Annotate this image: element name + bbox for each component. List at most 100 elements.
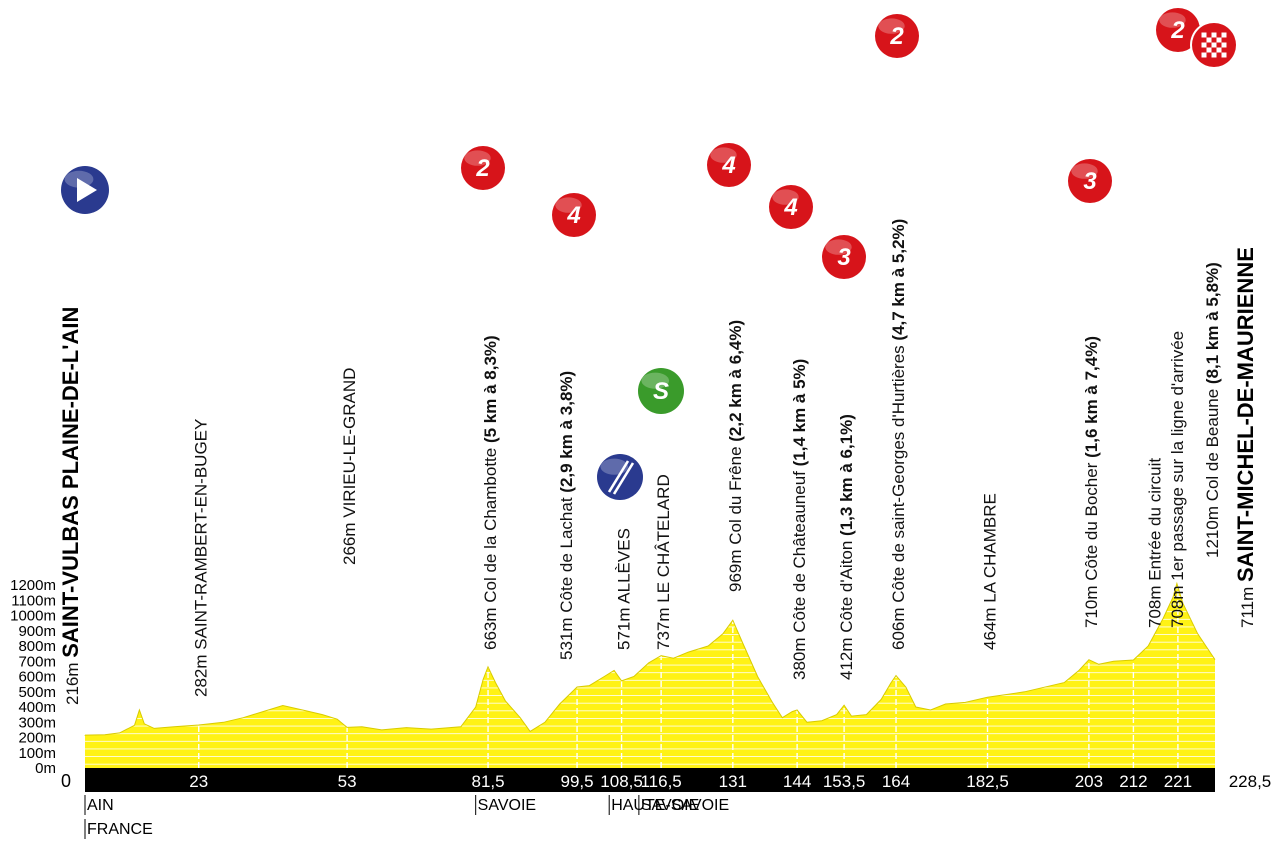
y-tick-label: 800m <box>18 638 56 655</box>
climb-category-badge: 4 <box>705 141 753 189</box>
y-tick-label: 200m <box>18 730 56 747</box>
badge-text: 3 <box>837 244 851 271</box>
point-name: 464m LA CHAMBRE <box>981 493 1000 650</box>
point-name: 1210m Col de Beaune <box>1203 384 1222 558</box>
point-label: 282m SAINT-RAMBERT-EN-BUGEY <box>192 419 211 697</box>
region-label: HAUTE-SAVOIE <box>611 797 729 814</box>
point-name: 380m Côte de Châteauneuf <box>790 466 809 680</box>
flag-square <box>1221 42 1227 48</box>
finish-flag-icon <box>1190 21 1238 69</box>
badge-text: 2 <box>889 23 904 50</box>
profile-outline <box>84 581 1216 736</box>
badge-shine <box>772 189 799 205</box>
y-tick-label: 500m <box>18 684 56 701</box>
badge-circle <box>461 146 505 190</box>
flag-square <box>1201 42 1207 48</box>
point-detail: (1,3 km à 6,1%) <box>837 414 856 536</box>
point-detail: (1,4 km à 5%) <box>790 359 809 467</box>
point-label: 710m Côte du Bocher (1,6 km à 7,4%) <box>1082 336 1101 628</box>
km-tick-label: 53 <box>338 772 357 791</box>
point-labels-layer: 216m SAINT-VULBAS PLAINE-DE-L'AIN 711m SA… <box>58 219 1258 705</box>
y-tick-label: 1000m <box>10 608 56 625</box>
point-name: 708m Entrée du circuit <box>1145 458 1164 628</box>
point-detail: (5 km à 8,3%) <box>481 335 500 443</box>
km-tick-label: 203 <box>1075 772 1103 791</box>
point-name: 663m Col de la Chambotte <box>481 443 500 650</box>
badge-circle <box>638 368 684 414</box>
km-tick-label: 23 <box>189 772 208 791</box>
km-bar <box>85 768 1215 792</box>
badge-circle <box>707 143 751 187</box>
flag-square <box>1211 32 1217 38</box>
flag-square <box>1221 52 1227 58</box>
start-name: SAINT-VULBAS PLAINE-DE-L'AIN <box>58 307 83 658</box>
point-name: 282m SAINT-RAMBERT-EN-BUGEY <box>192 419 211 697</box>
profile-area-layer <box>84 581 1216 768</box>
point-detail: (8,1 km à 5,8%) <box>1203 262 1222 384</box>
km-tick-label: 164 <box>882 772 910 791</box>
region-label: SAVOIE <box>641 797 699 814</box>
sprint-icon: S <box>636 366 686 416</box>
badges-layer: 2 4 4 4 3 2 3 2 S <box>59 6 1238 502</box>
feed-zone-icon <box>595 452 645 502</box>
point-detail: (2,9 km à 3,8%) <box>557 371 576 493</box>
badge-shine <box>825 239 852 255</box>
badge-text: 2 <box>475 155 490 182</box>
badge-circle <box>552 193 596 237</box>
point-name: 737m LE CHÂTELARD <box>654 474 673 650</box>
badge-circle <box>1068 159 1112 203</box>
point-name: 708m 1er passage sur la ligne d'arrivée <box>1168 331 1187 628</box>
point-label: 380m Côte de Châteauneuf (1,4 km à 5%) <box>790 359 809 680</box>
y-tick-label: 300m <box>18 714 56 731</box>
point-label: 708m 1er passage sur la ligne d'arrivée <box>1168 331 1187 628</box>
point-name: 531m Côte de Lachat <box>557 493 576 660</box>
point-label: 1210m Col de Beaune (8,1 km à 5,8%) <box>1203 262 1222 558</box>
finish-altitude: 711m <box>1238 582 1257 628</box>
y-tick-label: 700m <box>18 653 56 670</box>
km-tick-label: 108,5 <box>600 772 643 791</box>
km-tick-label: 153,5 <box>823 772 866 791</box>
point-label: 266m VIRIEU-LE-GRAND <box>340 368 359 565</box>
climb-category-badge: 4 <box>767 183 815 231</box>
badge-circle <box>875 14 919 58</box>
km-tick-label: 0 <box>61 771 71 791</box>
fork-handle <box>607 460 630 493</box>
badge-shine <box>710 147 737 163</box>
climb-category-badge: 2 <box>1154 6 1202 54</box>
y-tick-label: 1100m <box>11 592 56 609</box>
km-tick-label: 221 <box>1164 772 1192 791</box>
climb-category-badge: 3 <box>820 233 868 281</box>
point-label: 708m Entrée du circuit <box>1145 458 1164 628</box>
climb-category-badge: 2 <box>873 12 921 60</box>
badge-shine <box>878 18 905 34</box>
point-name: 571m ALLÈVES <box>615 528 634 650</box>
profile-area <box>85 583 1215 768</box>
finish-name: SAINT-MICHEL-DE-MAURIENNE <box>1233 247 1258 582</box>
flag-square <box>1221 32 1227 38</box>
badge-circle <box>769 185 813 229</box>
badge-circle <box>1156 8 1200 52</box>
badge-text: 4 <box>566 202 580 229</box>
point-name: 412m Côte d'Aiton <box>837 536 856 680</box>
km-tick-label: 131 <box>719 772 747 791</box>
y-tick-label: 100m <box>18 745 56 762</box>
y-tick-label: 600m <box>18 669 56 686</box>
km-tick-label: 81,5 <box>471 772 504 791</box>
km-tick-label: 99,5 <box>561 772 594 791</box>
y-tick-label: 0m <box>35 760 56 777</box>
play-arrow <box>77 178 97 202</box>
badge-text: 3 <box>1083 168 1097 195</box>
climb-category-badge: 3 <box>1066 157 1114 205</box>
point-name: 606m Côte de saint-Georges d'Hurtières <box>889 341 908 650</box>
point-name: 266m VIRIEU-LE-GRAND <box>340 368 359 565</box>
point-detail: (4,7 km à 5,2%) <box>889 219 908 341</box>
point-name: 710m Côte du Bocher <box>1082 458 1101 628</box>
region-label: AIN <box>87 797 114 814</box>
badge-text: 4 <box>721 152 735 179</box>
flag-square <box>1201 52 1207 58</box>
badge-text: 4 <box>783 194 797 221</box>
point-label: 606m Côte de saint-Georges d'Hurtières (… <box>889 219 908 650</box>
region-label: SAVOIE <box>478 797 536 814</box>
point-label: 969m Col du Frêne (2,2 km à 6,4%) <box>726 320 745 592</box>
